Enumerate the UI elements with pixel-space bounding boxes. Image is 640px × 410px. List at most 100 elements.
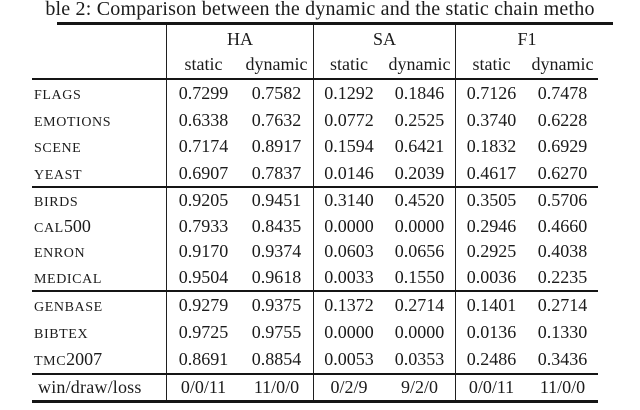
dataset-label: emotions <box>34 114 112 130</box>
column-group-sa: SA <box>313 25 455 52</box>
header-rule <box>32 78 598 80</box>
value-cell: 0.7933 <box>166 213 240 239</box>
value-cell: 0.7582 <box>251 83 302 103</box>
value-cell: 0.9755 <box>251 322 302 342</box>
table-row: scene 0.7174 0.8917 0.1594 0.6421 0.1832 0.692… <box>32 133 598 160</box>
table-row: enron 0.9170 0.9374 0.0603 0.0656 0.2925 0.403… <box>32 239 598 265</box>
dataset-group-2: birds 0.9205 0.9451 0.3140 0.4520 0.3505 0.570… <box>32 188 598 290</box>
value-cell: 0.0036 <box>455 264 527 290</box>
value-cell: 0.2946 <box>455 213 527 239</box>
value-cell: 0.4520 <box>394 190 445 210</box>
table-header-metrics: HA SA F1 <box>32 25 598 52</box>
value-cell: 0.9725 <box>166 319 240 346</box>
value-cell: 0.8917 <box>251 136 302 156</box>
value-cell: 0.1401 <box>455 292 527 319</box>
value-cell: 0.0000 <box>394 322 445 342</box>
summary-value-cell: 0/2/9 <box>313 375 384 400</box>
value-cell: 0.0000 <box>313 213 384 239</box>
summary-label: win/draw/loss <box>38 377 142 397</box>
summary-value-cell: 11/0/0 <box>253 377 300 397</box>
group-separator-rule <box>32 290 598 292</box>
value-cell: 0.4038 <box>537 241 588 261</box>
value-cell: 0.4617 <box>455 159 527 186</box>
value-cell: 0.7299 <box>166 80 240 107</box>
value-cell: 0.7837 <box>251 162 302 183</box>
value-cell: 0.2714 <box>537 295 588 315</box>
value-cell: 0.6421 <box>394 136 445 156</box>
dataset-group-3: genbase 0.9279 0.9375 0.1372 0.2714 0.1401 0.2… <box>32 292 598 373</box>
value-cell: 0.2925 <box>455 239 527 265</box>
table-header-methods: static dynamic static dynamic static dyn… <box>32 52 598 78</box>
value-cell: 0.1372 <box>313 292 384 319</box>
subheader-static: static <box>166 52 240 78</box>
dataset-label: scene <box>34 141 82 156</box>
subheader-static: static <box>313 52 384 78</box>
dataset-label: flags <box>34 88 82 103</box>
value-cell: 0.0656 <box>394 241 445 261</box>
table-top-rule <box>57 22 613 25</box>
subheader-dynamic: dynamic <box>388 54 451 74</box>
value-cell: 0.9279 <box>166 292 240 319</box>
value-cell: 0.9618 <box>251 266 302 287</box>
group-separator-rule <box>32 186 598 188</box>
value-cell: 0.3740 <box>455 106 527 133</box>
value-cell: 0.2714 <box>394 295 445 315</box>
results-table: HA SA F1 static dynamic static dynamic s… <box>32 25 598 403</box>
dataset-label: enron <box>34 246 86 261</box>
value-cell: 0.9374 <box>251 241 302 261</box>
value-cell: 0.0000 <box>394 215 445 236</box>
dataset-label: cal500 <box>34 215 91 236</box>
value-cell: 0.1292 <box>313 80 384 107</box>
column-group-f1: F1 <box>455 25 598 52</box>
value-cell: 0.9504 <box>166 264 240 290</box>
value-cell: 0.2525 <box>394 109 445 130</box>
table-row: bibtex 0.9725 0.9755 0.0000 0.0000 0.0136 0.13… <box>32 319 598 346</box>
header-empty-cell <box>32 25 166 52</box>
summary-separator-rule <box>32 373 598 375</box>
subheader-dynamic: dynamic <box>531 54 594 74</box>
value-cell: 0.1846 <box>394 83 445 103</box>
value-cell: 0.4660 <box>537 215 588 236</box>
value-cell: 0.9375 <box>251 295 302 315</box>
value-cell: 0.1832 <box>455 133 527 160</box>
table-row: emotions 0.6338 0.7632 0.0772 0.2525 0.3740 0.… <box>32 106 598 133</box>
value-cell: 0.0033 <box>313 264 384 290</box>
value-cell: 0.6270 <box>537 162 588 183</box>
value-cell: 0.6929 <box>537 136 588 156</box>
value-cell: 0.7478 <box>537 83 588 103</box>
summary-value-cell: 9/2/0 <box>400 377 438 397</box>
value-cell: 0.8691 <box>166 346 240 373</box>
summary-row: win/draw/loss 0/0/11 11/0/0 0/2/9 9/2/0 … <box>32 375 598 400</box>
value-cell: 0.2486 <box>455 346 527 373</box>
summary-value-cell: 11/0/0 <box>539 377 586 397</box>
value-cell: 0.9451 <box>251 190 302 210</box>
dataset-label: medical <box>34 271 102 287</box>
dataset-label: genbase <box>34 300 103 315</box>
value-cell: 0.6907 <box>166 159 240 186</box>
value-cell: 0.8435 <box>251 215 302 236</box>
table-row: yeast 0.6907 0.7837 0.0146 0.2039 0.4617 0.627… <box>32 159 598 186</box>
column-group-ha: HA <box>166 25 313 52</box>
table-groups: flags 0.7299 0.7582 0.1292 0.1846 0.7126 0.747… <box>32 80 598 373</box>
value-cell: 0.2039 <box>394 162 445 183</box>
dataset-label: yeast <box>34 167 83 183</box>
value-cell: 0.6338 <box>166 106 240 133</box>
value-cell: 0.0603 <box>313 239 384 265</box>
header-empty-cell <box>32 52 166 78</box>
summary-value-cell: 0/0/11 <box>166 375 240 400</box>
dataset-label: bibtex <box>34 327 89 342</box>
value-cell: 0.0353 <box>394 349 445 369</box>
value-cell: 0.3436 <box>537 349 588 369</box>
value-cell: 0.1550 <box>394 266 445 287</box>
table-row: medical 0.9504 0.9618 0.0033 0.1550 0.0036 0.2… <box>32 264 598 290</box>
value-cell: 0.9170 <box>166 239 240 265</box>
value-cell: 0.9205 <box>166 188 240 214</box>
table-caption: ble 2: Comparison between the dynamic an… <box>45 0 595 20</box>
value-cell: 0.0000 <box>313 319 384 346</box>
value-cell: 0.5706 <box>537 190 588 210</box>
value-cell: 0.0053 <box>313 346 384 373</box>
table-row: genbase 0.9279 0.9375 0.1372 0.2714 0.1401 0.2… <box>32 292 598 319</box>
dataset-label: birds <box>34 195 79 210</box>
table-bottom-rule <box>32 400 598 403</box>
value-cell: 0.0772 <box>313 106 384 133</box>
